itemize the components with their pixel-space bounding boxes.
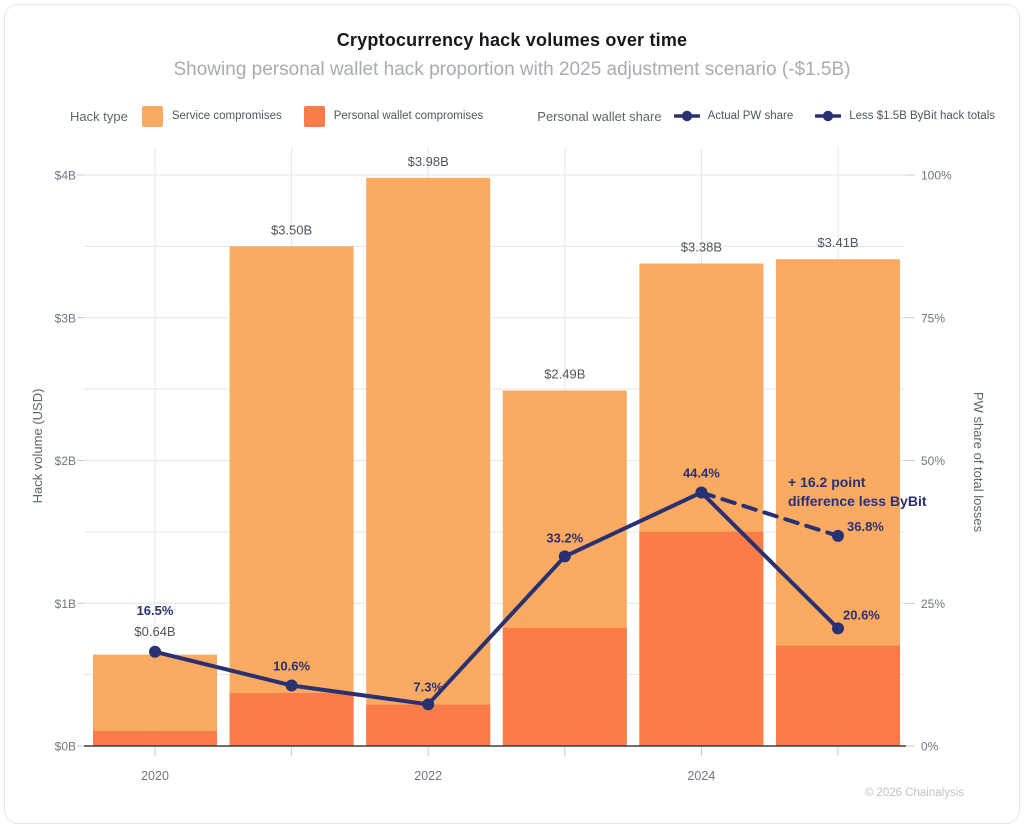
bar-total-label-2023: $2.49B xyxy=(544,367,585,382)
x-tick-label: 2020 xyxy=(141,769,169,783)
pct-label-2025: 20.6% xyxy=(843,607,880,622)
left-axis-title: Hack volume (USD) xyxy=(30,389,45,504)
bar-personal-2020 xyxy=(93,730,217,746)
pct-label-2023: 33.2% xyxy=(546,530,583,545)
pct-label-2022: 7.3% xyxy=(413,679,443,694)
x-tick-label: 2024 xyxy=(687,769,715,783)
pw-share-point-2025 xyxy=(832,622,844,635)
bar-personal-2025 xyxy=(776,645,900,746)
bar-total-label-2022: $3.98B xyxy=(408,154,449,169)
pct-label-2021: 10.6% xyxy=(273,658,310,673)
legend-hack-type-label: Hack type xyxy=(70,108,128,124)
chart-canvas: $0B $1B $2B $3B $4B 0% 25% 50% 75% 100% $0.64B $3.5… xyxy=(30,148,986,783)
annotation-line-1: + 16.2 point xyxy=(788,474,866,490)
line-dot-marker-icon xyxy=(673,110,700,122)
bar-total-label-2025: $3.41B xyxy=(817,235,858,250)
adjusted-dashed-line xyxy=(699,490,840,538)
pw-share-point-2021 xyxy=(285,679,298,692)
legend-item-label: Service compromises xyxy=(171,110,282,122)
legend-item-actual-pw-share: Actual PW share xyxy=(673,110,794,122)
legend-item-service: Service compromises xyxy=(141,105,282,127)
right-tick-label: 75% xyxy=(921,311,945,325)
bar-total-label-2021: $3.50B xyxy=(271,222,312,237)
bar-total-label-2024: $3.38B xyxy=(681,240,722,255)
bar-personal-2021 xyxy=(229,693,354,746)
legend: Hack type Service compromises Personal w… xyxy=(70,103,1017,129)
bar-personal-2023 xyxy=(502,627,627,746)
legend-item-label: Less $1.5B ByBit hack totals xyxy=(849,110,995,122)
right-tick-label: 0% xyxy=(921,740,939,754)
bar-total-label-2020: $0.64B xyxy=(134,624,175,639)
pct-label-2020: 16.5% xyxy=(137,603,174,618)
pw-share-point-2022 xyxy=(422,698,435,711)
right-tick-label: 100% xyxy=(921,169,952,183)
bar-service-2021 xyxy=(229,246,354,746)
personal-swatch-icon xyxy=(303,105,325,127)
legend-item-less-bybit: Less $1.5B ByBit hack totals xyxy=(815,110,995,122)
x-tick-label: 2022 xyxy=(414,769,442,783)
legend-item-personal: Personal wallet compromises xyxy=(303,105,484,127)
copyright: © 2026 Chainalysis xyxy=(864,787,964,799)
pct-label-2024: 44.4% xyxy=(683,465,720,480)
left-tick-label: $1B xyxy=(55,597,76,611)
line-dot-marker-icon xyxy=(815,110,842,122)
legend-item-label: Personal wallet compromises xyxy=(333,110,484,122)
page-subtitle: Showing personal wallet hack proportion … xyxy=(173,59,851,80)
bar-personal-2024 xyxy=(639,531,764,746)
pw-share-point-2024 xyxy=(695,486,708,499)
adjusted-point xyxy=(832,529,844,542)
legend-pw-share-label: Personal wallet share xyxy=(537,108,662,124)
left-tick-label: $2B xyxy=(55,454,76,468)
bar-personal-2022 xyxy=(366,704,491,746)
pw-share-point-2023 xyxy=(558,550,571,563)
left-tick-label: $4B xyxy=(55,169,76,183)
annotation-line-2: difference less ByBit xyxy=(788,493,927,509)
pw-share-point-2020 xyxy=(149,645,161,658)
right-tick-label: 25% xyxy=(921,597,945,611)
right-axis-title: PW share of total losses xyxy=(971,392,986,533)
left-tick-label: $0B xyxy=(55,740,76,754)
pw-share-line xyxy=(153,490,840,707)
left-tick-label: $3B xyxy=(55,311,76,325)
right-tick-label: 50% xyxy=(921,454,945,468)
service-swatch-icon xyxy=(141,105,163,127)
bar-service-2022 xyxy=(366,177,491,747)
bar-service-2020 xyxy=(93,654,217,746)
legend-item-label: Actual PW share xyxy=(707,110,794,122)
page-title: Cryptocurrency hack volumes over time xyxy=(336,30,688,50)
adjusted-pct-label: 36.8% xyxy=(847,519,884,534)
